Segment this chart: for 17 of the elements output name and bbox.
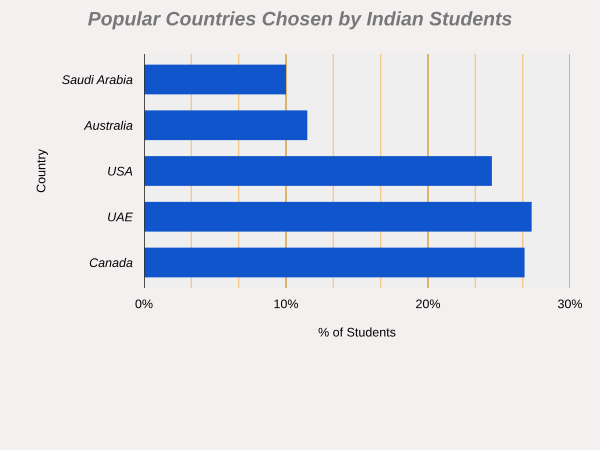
y-axis-title: Country — [36, 149, 48, 192]
y-tick-label: Canada — [90, 258, 132, 268]
x-tick-label: 20% — [416, 299, 440, 308]
bar — [144, 64, 286, 94]
x-tick-label: 10% — [274, 299, 298, 308]
bar — [144, 156, 492, 186]
y-tick-label: USA — [108, 166, 132, 176]
x-tick-label: 30% — [558, 299, 582, 308]
bar — [144, 110, 308, 140]
chart-title: Popular Countries Chosen by Indian Students — [88, 11, 512, 30]
x-tick-label: 0% — [135, 299, 153, 308]
bar — [144, 248, 525, 278]
bar — [144, 202, 532, 232]
y-tick-label: Saudi Arabia — [62, 74, 132, 84]
x-axis-title: % of Students — [318, 327, 396, 337]
y-tick-label: Australia — [84, 120, 132, 130]
y-tick-label: UAE — [108, 212, 134, 222]
